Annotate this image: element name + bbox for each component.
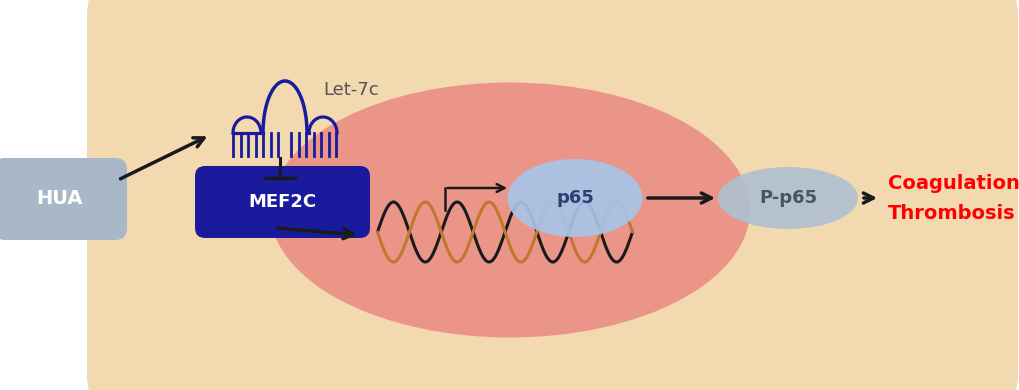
Text: HUA: HUA [37,190,84,209]
Text: Coagulation: Coagulation [888,174,1019,193]
Text: Let-7c: Let-7c [323,81,378,99]
FancyBboxPatch shape [87,0,1017,390]
Ellipse shape [507,159,642,237]
Ellipse shape [270,83,749,337]
FancyBboxPatch shape [195,166,370,238]
FancyBboxPatch shape [0,158,127,240]
Text: P-p65: P-p65 [758,189,816,207]
Ellipse shape [717,167,857,229]
Text: p65: p65 [555,189,593,207]
Text: MEF2C: MEF2C [249,193,316,211]
Text: Thrombosis: Thrombosis [888,204,1015,223]
